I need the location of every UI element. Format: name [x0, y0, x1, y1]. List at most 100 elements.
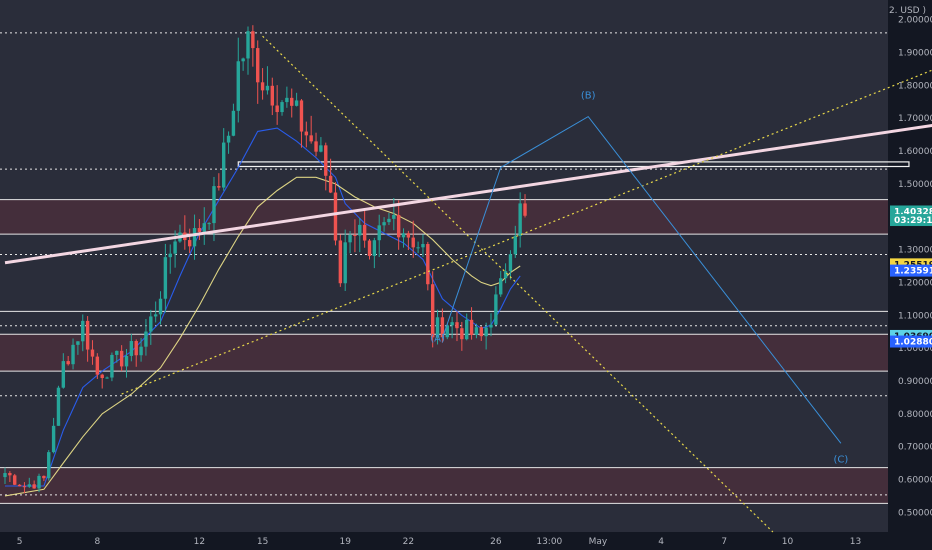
- wave-path[interactable]: [441, 115, 842, 444]
- candle-body: [411, 237, 415, 248]
- candle: [324, 142, 328, 191]
- candle-body: [489, 324, 493, 328]
- candle-body: [115, 350, 119, 355]
- resistance-box: [237, 161, 910, 168]
- candle: [110, 352, 114, 382]
- price-badge-5: 1.02880: [890, 335, 932, 348]
- candle: [523, 194, 527, 218]
- wave-label-2: (C): [834, 454, 849, 465]
- candle: [241, 57, 245, 71]
- candle-body: [348, 234, 352, 243]
- candle-body: [153, 314, 158, 317]
- candle-body: [61, 361, 66, 388]
- candle-body: [416, 247, 420, 249]
- candle-body: [455, 322, 459, 329]
- trend-line-0[interactable]: [4, 112, 932, 265]
- candle-body: [256, 48, 260, 83]
- candle: [202, 207, 206, 245]
- candle: [362, 210, 367, 248]
- candle: [280, 100, 284, 116]
- candle-body: [275, 105, 279, 113]
- candle: [474, 323, 479, 339]
- x-tick-label: 26: [490, 537, 502, 547]
- y-tick-label: 1.10000: [898, 311, 932, 321]
- candle: [27, 477, 31, 488]
- candle-body: [324, 145, 328, 176]
- candle-body: [309, 135, 313, 142]
- candle: [134, 339, 138, 367]
- candle-body: [246, 31, 250, 59]
- price-badge-bg: [890, 335, 932, 348]
- candle: [168, 244, 172, 274]
- candle: [129, 333, 134, 362]
- candle: [430, 271, 435, 348]
- candle-body: [450, 322, 454, 326]
- trend-line-1[interactable]: [121, 33, 932, 395]
- candle: [508, 250, 513, 280]
- candle: [56, 385, 61, 426]
- candle: [469, 307, 474, 340]
- candle: [66, 355, 70, 366]
- box-outline: [237, 161, 910, 168]
- price-badge-label: 1.40328: [894, 207, 932, 217]
- candle-body: [290, 97, 294, 106]
- trend-lines[interactable]: [4, 33, 932, 533]
- candle-body: [426, 244, 430, 285]
- candle-body: [401, 233, 406, 238]
- candle-body: [396, 214, 401, 238]
- candle-body: [90, 349, 95, 357]
- candle-body: [27, 484, 31, 487]
- candle: [246, 26, 250, 75]
- candle: [158, 291, 163, 325]
- y-tick-label: 1.20000: [898, 278, 932, 288]
- candle-body: [192, 228, 197, 247]
- candle: [265, 66, 270, 95]
- candle-body: [8, 473, 12, 476]
- zone-2: [0, 467, 888, 504]
- candle: [153, 301, 158, 323]
- candle-body: [129, 341, 134, 356]
- candle: [465, 313, 469, 341]
- x-tick-label: 19: [339, 537, 351, 547]
- candle-body: [435, 317, 440, 338]
- y-tick-label: 0.70000: [898, 443, 932, 453]
- candle: [119, 345, 124, 372]
- candle: [290, 88, 294, 118]
- x-tick-label: 4: [658, 537, 664, 547]
- candle: [124, 348, 129, 378]
- candle-body: [32, 484, 36, 489]
- candle: [236, 37, 240, 123]
- candle: [406, 230, 411, 251]
- candle: [71, 338, 75, 370]
- candle: [503, 263, 508, 284]
- wave-label-0: (B): [581, 91, 596, 102]
- candle: [76, 341, 80, 355]
- candle: [22, 482, 27, 494]
- trend-line-2[interactable]: [262, 35, 774, 533]
- candle-body: [460, 328, 464, 340]
- elliott-wave[interactable]: (B) (A) (C): [430, 91, 848, 466]
- candle: [377, 214, 381, 258]
- candle-body: [445, 325, 449, 338]
- candle: [275, 85, 279, 125]
- candle-body: [22, 486, 27, 488]
- price-axis[interactable]: 2.00000 1.90000 1.80000 1.70000 1.60000 1.500…: [898, 16, 932, 519]
- x-tick-label: 7: [721, 537, 727, 547]
- candle: [426, 241, 430, 291]
- y-tick-label: 1.30000: [898, 246, 932, 256]
- time-axis[interactable]: 5 8 12 15 19 22 26 13:00 May 4 7 10 13: [17, 537, 862, 547]
- candle: [187, 228, 192, 254]
- candle: [13, 473, 17, 486]
- candle-body: [280, 102, 284, 113]
- price-badges: 1.4032803:29:111.255191.235911.036901.02…: [890, 205, 932, 348]
- candle-body: [392, 214, 396, 219]
- x-tick-label: 10: [782, 537, 794, 547]
- candle: [353, 219, 357, 253]
- candle: [85, 316, 90, 362]
- candle-body: [95, 356, 100, 375]
- candle-body: [173, 241, 177, 254]
- zone-0: [0, 199, 888, 235]
- candle-body: [81, 320, 85, 342]
- candle-body: [241, 58, 245, 62]
